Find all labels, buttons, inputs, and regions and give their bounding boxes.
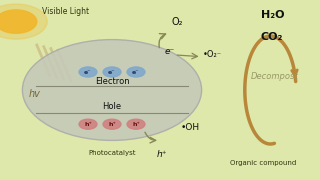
Text: e⁻: e⁻	[84, 69, 92, 75]
Text: Decompost: Decompost	[251, 72, 299, 81]
Text: Organic compound: Organic compound	[230, 160, 297, 166]
Circle shape	[79, 67, 97, 77]
Text: H₂O: H₂O	[261, 10, 284, 20]
Text: hv: hv	[29, 89, 41, 99]
Text: h⁺: h⁺	[108, 122, 116, 127]
Text: Hole: Hole	[102, 102, 122, 111]
Circle shape	[0, 10, 37, 33]
Circle shape	[127, 67, 145, 77]
Circle shape	[79, 119, 97, 129]
Text: •OH: •OH	[181, 123, 200, 132]
Text: e⁻: e⁻	[165, 47, 175, 56]
Text: Photocatalyst: Photocatalyst	[88, 150, 136, 156]
Text: Electron: Electron	[95, 77, 129, 86]
Text: e⁻: e⁻	[132, 69, 140, 75]
Circle shape	[103, 67, 121, 77]
Text: •O₂⁻: •O₂⁻	[203, 50, 222, 59]
Text: h⁺: h⁺	[157, 150, 167, 159]
Text: Visible Light: Visible Light	[42, 7, 89, 16]
Text: h⁺: h⁺	[132, 122, 140, 127]
Circle shape	[22, 40, 202, 140]
Circle shape	[103, 119, 121, 129]
Circle shape	[127, 119, 145, 129]
Text: h⁺: h⁺	[84, 122, 92, 127]
Text: O₂: O₂	[171, 17, 183, 27]
Text: CO₂: CO₂	[261, 32, 283, 42]
Circle shape	[0, 4, 47, 39]
Text: e⁻: e⁻	[108, 69, 116, 75]
